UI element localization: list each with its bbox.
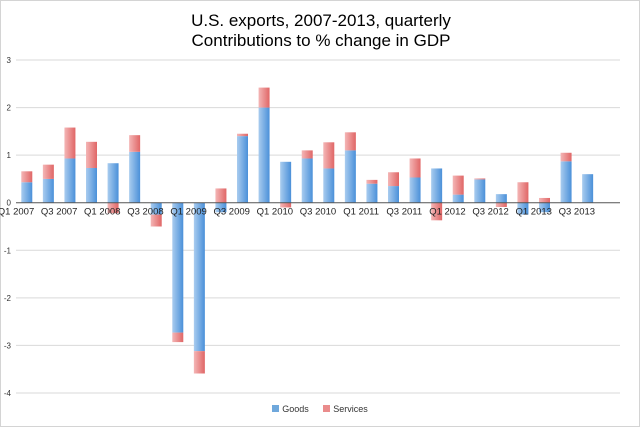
x-tick-label: Q3 2010 — [300, 207, 336, 218]
bar-services — [409, 158, 421, 178]
bar-services — [215, 188, 227, 203]
bar-goods — [560, 161, 572, 203]
bar-goods — [582, 174, 594, 203]
bar-goods — [409, 177, 421, 203]
bar-services — [431, 202, 443, 221]
y-tick-label: -4 — [4, 389, 12, 398]
legend-item-goods: Goods — [272, 404, 309, 414]
bar-goods — [517, 202, 529, 215]
x-tick-label: Q3 2013 — [559, 207, 595, 218]
bar-goods — [366, 183, 378, 203]
bar-goods — [21, 182, 33, 203]
bar-goods — [172, 202, 184, 333]
legend-label-services: Services — [333, 404, 368, 414]
x-tick-label: Q1 2009 — [170, 207, 206, 218]
bar-goods — [280, 161, 292, 203]
bar-goods — [301, 158, 313, 203]
x-tick-label: Q3 2011 — [386, 207, 422, 218]
bar-services — [64, 127, 76, 159]
bar-goods — [86, 167, 97, 203]
bar-goods — [344, 150, 356, 203]
x-tick-label: Q1 2012 — [429, 207, 465, 218]
bar-services — [258, 87, 270, 108]
bar-goods — [193, 202, 205, 352]
bar-goods — [388, 186, 399, 203]
chart-subtitle: Contributions to % change in GDP — [191, 31, 451, 50]
bar-goods — [323, 168, 335, 203]
bar-goods — [474, 179, 486, 203]
bar-goods — [539, 202, 550, 213]
legend-label-goods: Goods — [282, 404, 309, 414]
bar-services — [172, 332, 184, 343]
bar-services — [280, 202, 292, 208]
bar-services — [107, 202, 119, 214]
bar-services — [388, 172, 399, 187]
bar-services — [344, 132, 356, 151]
bar-goods — [495, 194, 507, 203]
bar-services — [560, 152, 572, 162]
bar-services — [366, 179, 378, 184]
y-tick-label: -3 — [4, 341, 12, 350]
bar-services — [21, 171, 33, 183]
bar-goods — [42, 178, 54, 203]
bar-services — [301, 150, 313, 159]
chart-legend: Goods Services — [0, 404, 640, 414]
bar-goods — [150, 202, 162, 215]
bar-goods — [258, 107, 270, 203]
bar-goods — [107, 163, 119, 203]
bar-goods — [129, 151, 141, 203]
bar-services — [150, 214, 162, 227]
bar-goods — [64, 158, 76, 203]
y-tick-label: 0 — [7, 199, 12, 208]
x-tick-label: Q1 2011 — [343, 207, 379, 218]
bar-services — [452, 175, 464, 195]
chart-title: U.S. exports, 2007-2013, quarterly — [191, 11, 451, 30]
y-tick-label: 1 — [7, 151, 12, 160]
x-tick-label: Q3 2009 — [213, 207, 249, 218]
y-tick-label: -1 — [4, 246, 12, 255]
x-tick-label: Q3 2008 — [127, 207, 163, 218]
x-tick-label: Q1 2013 — [515, 207, 551, 218]
bar-goods — [452, 194, 464, 203]
bar-services — [86, 141, 97, 168]
y-tick-label: 2 — [7, 104, 12, 113]
x-tick-label: Q3 2007 — [41, 207, 77, 218]
y-tick-label: 3 — [7, 56, 12, 65]
x-tick-label: Q1 2008 — [84, 207, 120, 218]
x-tick-label: Q3 2012 — [472, 207, 508, 218]
bar-services — [539, 197, 550, 203]
bar-services — [129, 135, 141, 152]
legend-swatch-goods — [272, 405, 280, 412]
x-tick-label: Q1 2010 — [257, 207, 293, 218]
bar-services — [42, 164, 54, 179]
bar-goods — [215, 202, 227, 213]
bar-services — [323, 142, 335, 169]
bar-services — [237, 133, 248, 137]
legend-swatch-services — [323, 405, 331, 412]
bar-services — [193, 351, 205, 374]
legend-item-services: Services — [323, 404, 368, 414]
bar-services — [474, 178, 486, 180]
y-tick-label: -2 — [4, 294, 12, 303]
bar-services — [495, 202, 507, 207]
x-tick-label: Q1 2007 — [0, 207, 34, 218]
bar-goods — [431, 168, 443, 203]
bar-services — [517, 182, 529, 203]
bar-goods — [237, 136, 248, 203]
